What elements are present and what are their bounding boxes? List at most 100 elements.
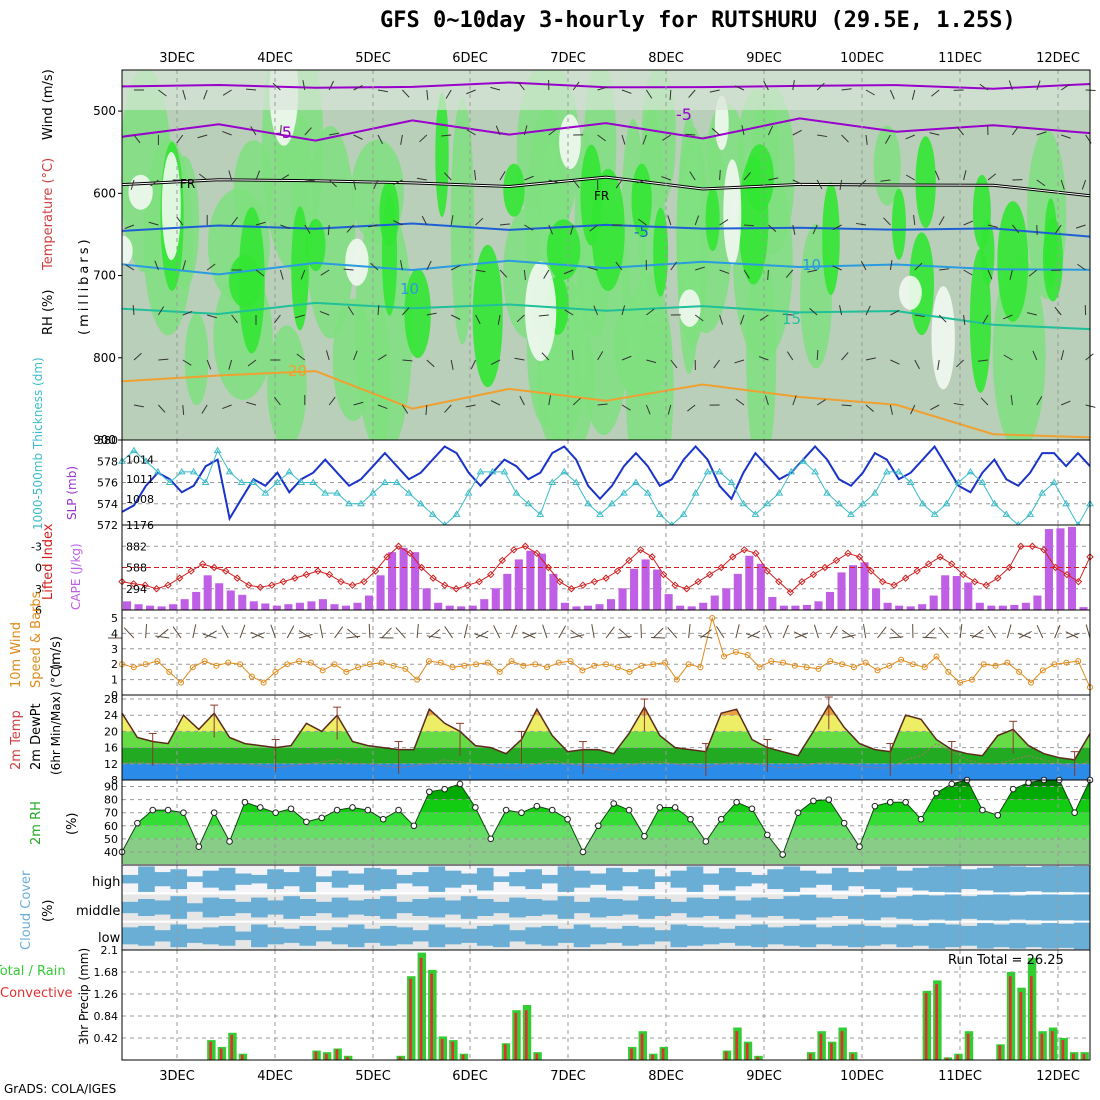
rh-marker — [840, 819, 848, 827]
precip-conv-bar — [503, 1044, 507, 1060]
cloud-cell — [234, 901, 252, 914]
rh-area — [723, 159, 742, 266]
rh-area — [653, 207, 669, 297]
wind-barb — [1036, 131, 1047, 136]
wind-barb — [841, 634, 856, 639]
thickness-marker — [500, 467, 509, 475]
wind-barb — [206, 263, 216, 271]
wind-barb — [538, 314, 549, 317]
thickness-marker — [775, 489, 784, 496]
wind-barb — [841, 404, 852, 407]
wind-barb — [638, 218, 647, 226]
rh-area — [404, 268, 431, 359]
rh-area — [267, 325, 307, 440]
rh-area — [822, 182, 840, 295]
wind-barb — [421, 215, 428, 226]
wind-barb — [198, 173, 208, 181]
wind-barb — [924, 627, 936, 639]
cape-bar — [272, 605, 281, 610]
wind-barb — [239, 624, 246, 639]
wind-marker — [1063, 659, 1070, 666]
wind-barb — [688, 89, 696, 98]
wind-marker — [721, 653, 728, 660]
wind-marker — [614, 664, 621, 671]
cape-bar — [445, 605, 454, 610]
wind-barb — [475, 314, 481, 325]
wind-barb — [570, 629, 583, 639]
wind-barb — [597, 134, 606, 142]
wind-marker — [130, 664, 137, 671]
rh-area — [472, 244, 503, 388]
cloud-cell — [767, 869, 784, 890]
wind-barb — [911, 89, 916, 100]
wind-barb — [523, 269, 526, 280]
cloud-cell — [638, 869, 655, 890]
lifted-marker — [1040, 546, 1048, 554]
wind-barb — [865, 357, 876, 361]
lifted-marker — [671, 581, 679, 589]
lifted-marker — [798, 577, 806, 586]
wind-barb — [381, 627, 392, 639]
lifted-marker — [729, 553, 737, 561]
lifted-marker — [1017, 542, 1025, 550]
wind-barb — [207, 314, 217, 319]
x-tick-label: 7DEC — [550, 51, 586, 66]
wind-barb — [759, 314, 769, 321]
y-tick-label: 40 — [104, 846, 118, 859]
cloud-cell — [848, 872, 865, 887]
cape-bar — [284, 604, 293, 610]
thickness-marker — [847, 510, 855, 517]
precip-conv-bar — [1040, 1033, 1044, 1060]
wind-barb — [768, 177, 779, 181]
y-tick-label: 882 — [126, 540, 147, 553]
cloud-cell — [848, 924, 865, 948]
cape-bar — [1056, 528, 1065, 610]
wind-marker — [780, 659, 787, 666]
wind-barb — [667, 404, 672, 415]
wind-barb — [222, 89, 232, 96]
y-tick-label: 294 — [126, 583, 147, 596]
wind-barb — [255, 221, 266, 226]
rh-area — [915, 136, 936, 228]
wind-barb — [914, 359, 920, 370]
cloud-cell — [1041, 894, 1059, 921]
precip-conv-bar — [209, 1041, 212, 1060]
cloud-cell — [251, 897, 268, 918]
thickness-marker — [715, 467, 724, 475]
cloud-low-label: low — [98, 931, 121, 946]
cape-bar — [180, 599, 189, 610]
rh-area — [678, 289, 701, 327]
rh-marker — [164, 806, 172, 814]
lifted-marker — [717, 563, 725, 572]
wind-marker — [815, 665, 822, 672]
wind-barb — [145, 623, 148, 639]
y-tick-label: 3 — [35, 583, 42, 596]
lifted-marker — [659, 570, 668, 579]
cloud-cell — [1057, 866, 1075, 892]
wind-marker — [201, 658, 208, 665]
cloud-cell — [380, 869, 397, 890]
lifted-marker — [464, 581, 472, 589]
wind-barb — [548, 224, 554, 235]
wind-barb — [782, 313, 793, 316]
wind-barb — [204, 630, 217, 639]
cloud-cell — [1009, 923, 1026, 949]
wind-barb — [589, 224, 598, 232]
cape-bar — [330, 604, 339, 610]
wind-barb — [450, 359, 454, 370]
wind-barb — [816, 349, 819, 361]
thickness-marker — [309, 478, 318, 485]
thickness-marker — [608, 499, 616, 507]
rh-area — [233, 140, 274, 237]
cloud-panel — [121, 864, 1091, 951]
wind-barb — [709, 89, 720, 93]
rh-area — [909, 232, 934, 336]
wind-marker — [968, 676, 975, 683]
wind-marker — [992, 662, 999, 669]
precip-conv-bar — [819, 1033, 823, 1060]
x-tick-label: 11DEC — [938, 1069, 982, 1084]
y-tick-label: 20 — [104, 725, 118, 738]
cape-bar — [353, 602, 362, 610]
precip-conv-bar — [419, 957, 423, 1060]
wind-barb — [444, 404, 452, 413]
